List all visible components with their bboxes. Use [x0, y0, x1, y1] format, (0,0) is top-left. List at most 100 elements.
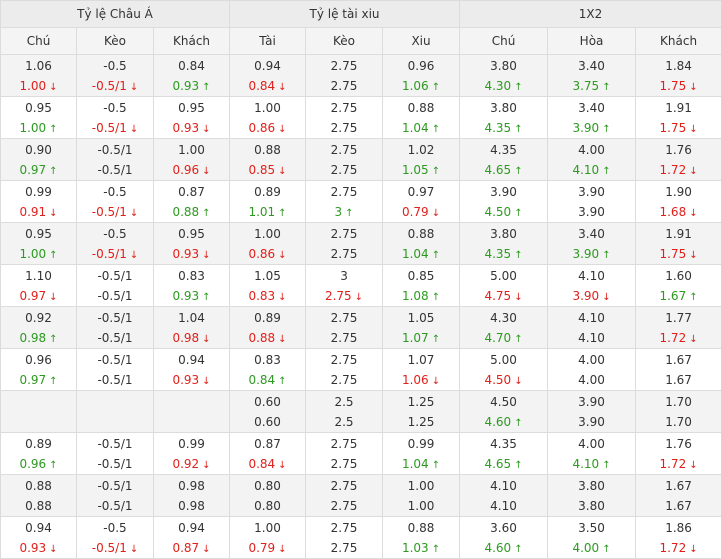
odds-text: 4.50 — [484, 205, 511, 219]
odds-text: 3.40 — [578, 227, 605, 241]
odds-text: 2.75 — [331, 373, 358, 387]
odds-text: 1.84 — [665, 59, 692, 73]
opening-odds-value: 1.60 — [636, 266, 721, 286]
odds-text: 1.91 — [665, 101, 692, 115]
opening-odds-value: 1.00 — [383, 476, 459, 496]
current-odds-value: 1.07↑ — [383, 328, 459, 348]
odds-text: 0.92 — [25, 311, 52, 325]
odds-text: 2.75 — [331, 331, 358, 345]
current-odds-value: 0.91↓ — [1, 202, 76, 222]
current-odds-value: 0.88↓ — [230, 328, 305, 348]
odds-text: 0.97 — [19, 163, 46, 177]
arrow-down-icon: ↓ — [130, 124, 138, 135]
current-odds-value: -0.5/1↓ — [77, 244, 153, 264]
opening-odds-value: 2.75 — [306, 434, 382, 454]
odds-text: 0.91 — [19, 205, 46, 219]
opening-odds-value: 2.75 — [306, 182, 382, 202]
odds-text: 0.98 — [178, 499, 205, 513]
odds-text: 3.80 — [578, 499, 605, 513]
col-header-1x2-away: Khách — [636, 28, 721, 55]
odds-text: 1.25 — [408, 395, 435, 409]
odds-text: -0.5/1 — [97, 499, 132, 513]
odds-text: 3.40 — [578, 101, 605, 115]
current-odds-value: 0.98↓ — [154, 328, 229, 348]
current-odds-value: 1.00 — [383, 496, 459, 516]
odds-text: 1.06 — [25, 59, 52, 73]
opening-odds-value: 0.94 — [154, 518, 229, 538]
arrow-down-icon: ↓ — [202, 376, 210, 387]
arrow-up-icon: ↑ — [432, 460, 440, 471]
opening-odds-value: 3.80 — [460, 98, 547, 118]
opening-odds-value: 4.30 — [460, 308, 547, 328]
opening-odds-value: 0.95 — [154, 224, 229, 244]
odds-cell — [1, 391, 77, 433]
opening-odds-value: 2.75 — [306, 308, 382, 328]
arrow-up-icon: ↑ — [432, 82, 440, 93]
opening-odds-value: -0.5 — [77, 518, 153, 538]
opening-odds-value: -0.5/1 — [77, 266, 153, 286]
odds-text: 1.72 — [659, 331, 686, 345]
col-header-away: Khách — [154, 28, 230, 55]
odds-text: 0.88 — [172, 205, 199, 219]
opening-odds-value: 2.75 — [306, 518, 382, 538]
arrow-down-icon: ↓ — [202, 334, 210, 345]
current-odds-value: -0.5/1 — [77, 286, 153, 306]
odds-text: 1.67 — [665, 353, 692, 367]
opening-odds-value: 3.90 — [548, 182, 635, 202]
odds-text: 1.60 — [665, 269, 692, 283]
arrow-down-icon: ↓ — [689, 460, 697, 471]
odds-text: 0.87 — [172, 541, 199, 555]
current-odds-value: 1.70 — [636, 412, 721, 432]
arrow-up-icon: ↑ — [345, 208, 353, 219]
odds-text: 0.94 — [178, 353, 205, 367]
current-odds-value: 3.90↑ — [548, 118, 635, 138]
odds-text: 2.75 — [331, 353, 358, 367]
current-odds-value: 3.90 — [548, 412, 635, 432]
odds-text: 1.07 — [402, 331, 429, 345]
opening-odds-value: 5.00 — [460, 266, 547, 286]
odds-text: 1.91 — [665, 227, 692, 241]
odds-text: 2.5 — [334, 415, 353, 429]
odds-text: 4.00 — [572, 541, 599, 555]
odds-text: 1.90 — [665, 185, 692, 199]
arrow-up-icon: ↑ — [49, 460, 57, 471]
odds-text: 4.10 — [572, 163, 599, 177]
opening-odds-value: 1.06 — [1, 56, 76, 76]
opening-odds-value: 3.80 — [460, 224, 547, 244]
odds-text: 0.80 — [254, 499, 281, 513]
arrow-up-icon: ↑ — [202, 208, 210, 219]
odds-text: 2.75 — [331, 479, 358, 493]
odds-text: 2.75 — [331, 541, 358, 555]
odds-text: 0.93 — [172, 289, 199, 303]
arrow-down-icon: ↓ — [202, 250, 210, 261]
odds-text: 4.65 — [484, 457, 511, 471]
odds-text: 4.00 — [578, 437, 605, 451]
odds-text: 4.65 — [484, 163, 511, 177]
odds-text: 0.83 — [178, 269, 205, 283]
arrow-down-icon: ↓ — [689, 124, 697, 135]
odds-text: 1.67 — [665, 479, 692, 493]
current-odds-value: 0.84↑ — [230, 370, 305, 390]
opening-odds-value: 4.50 — [460, 392, 547, 412]
arrow-up-icon: ↑ — [689, 292, 697, 303]
opening-odds-value: 0.92 — [1, 308, 76, 328]
odds-text: 3.90 — [572, 289, 599, 303]
odds-text: 0.97 — [19, 289, 46, 303]
